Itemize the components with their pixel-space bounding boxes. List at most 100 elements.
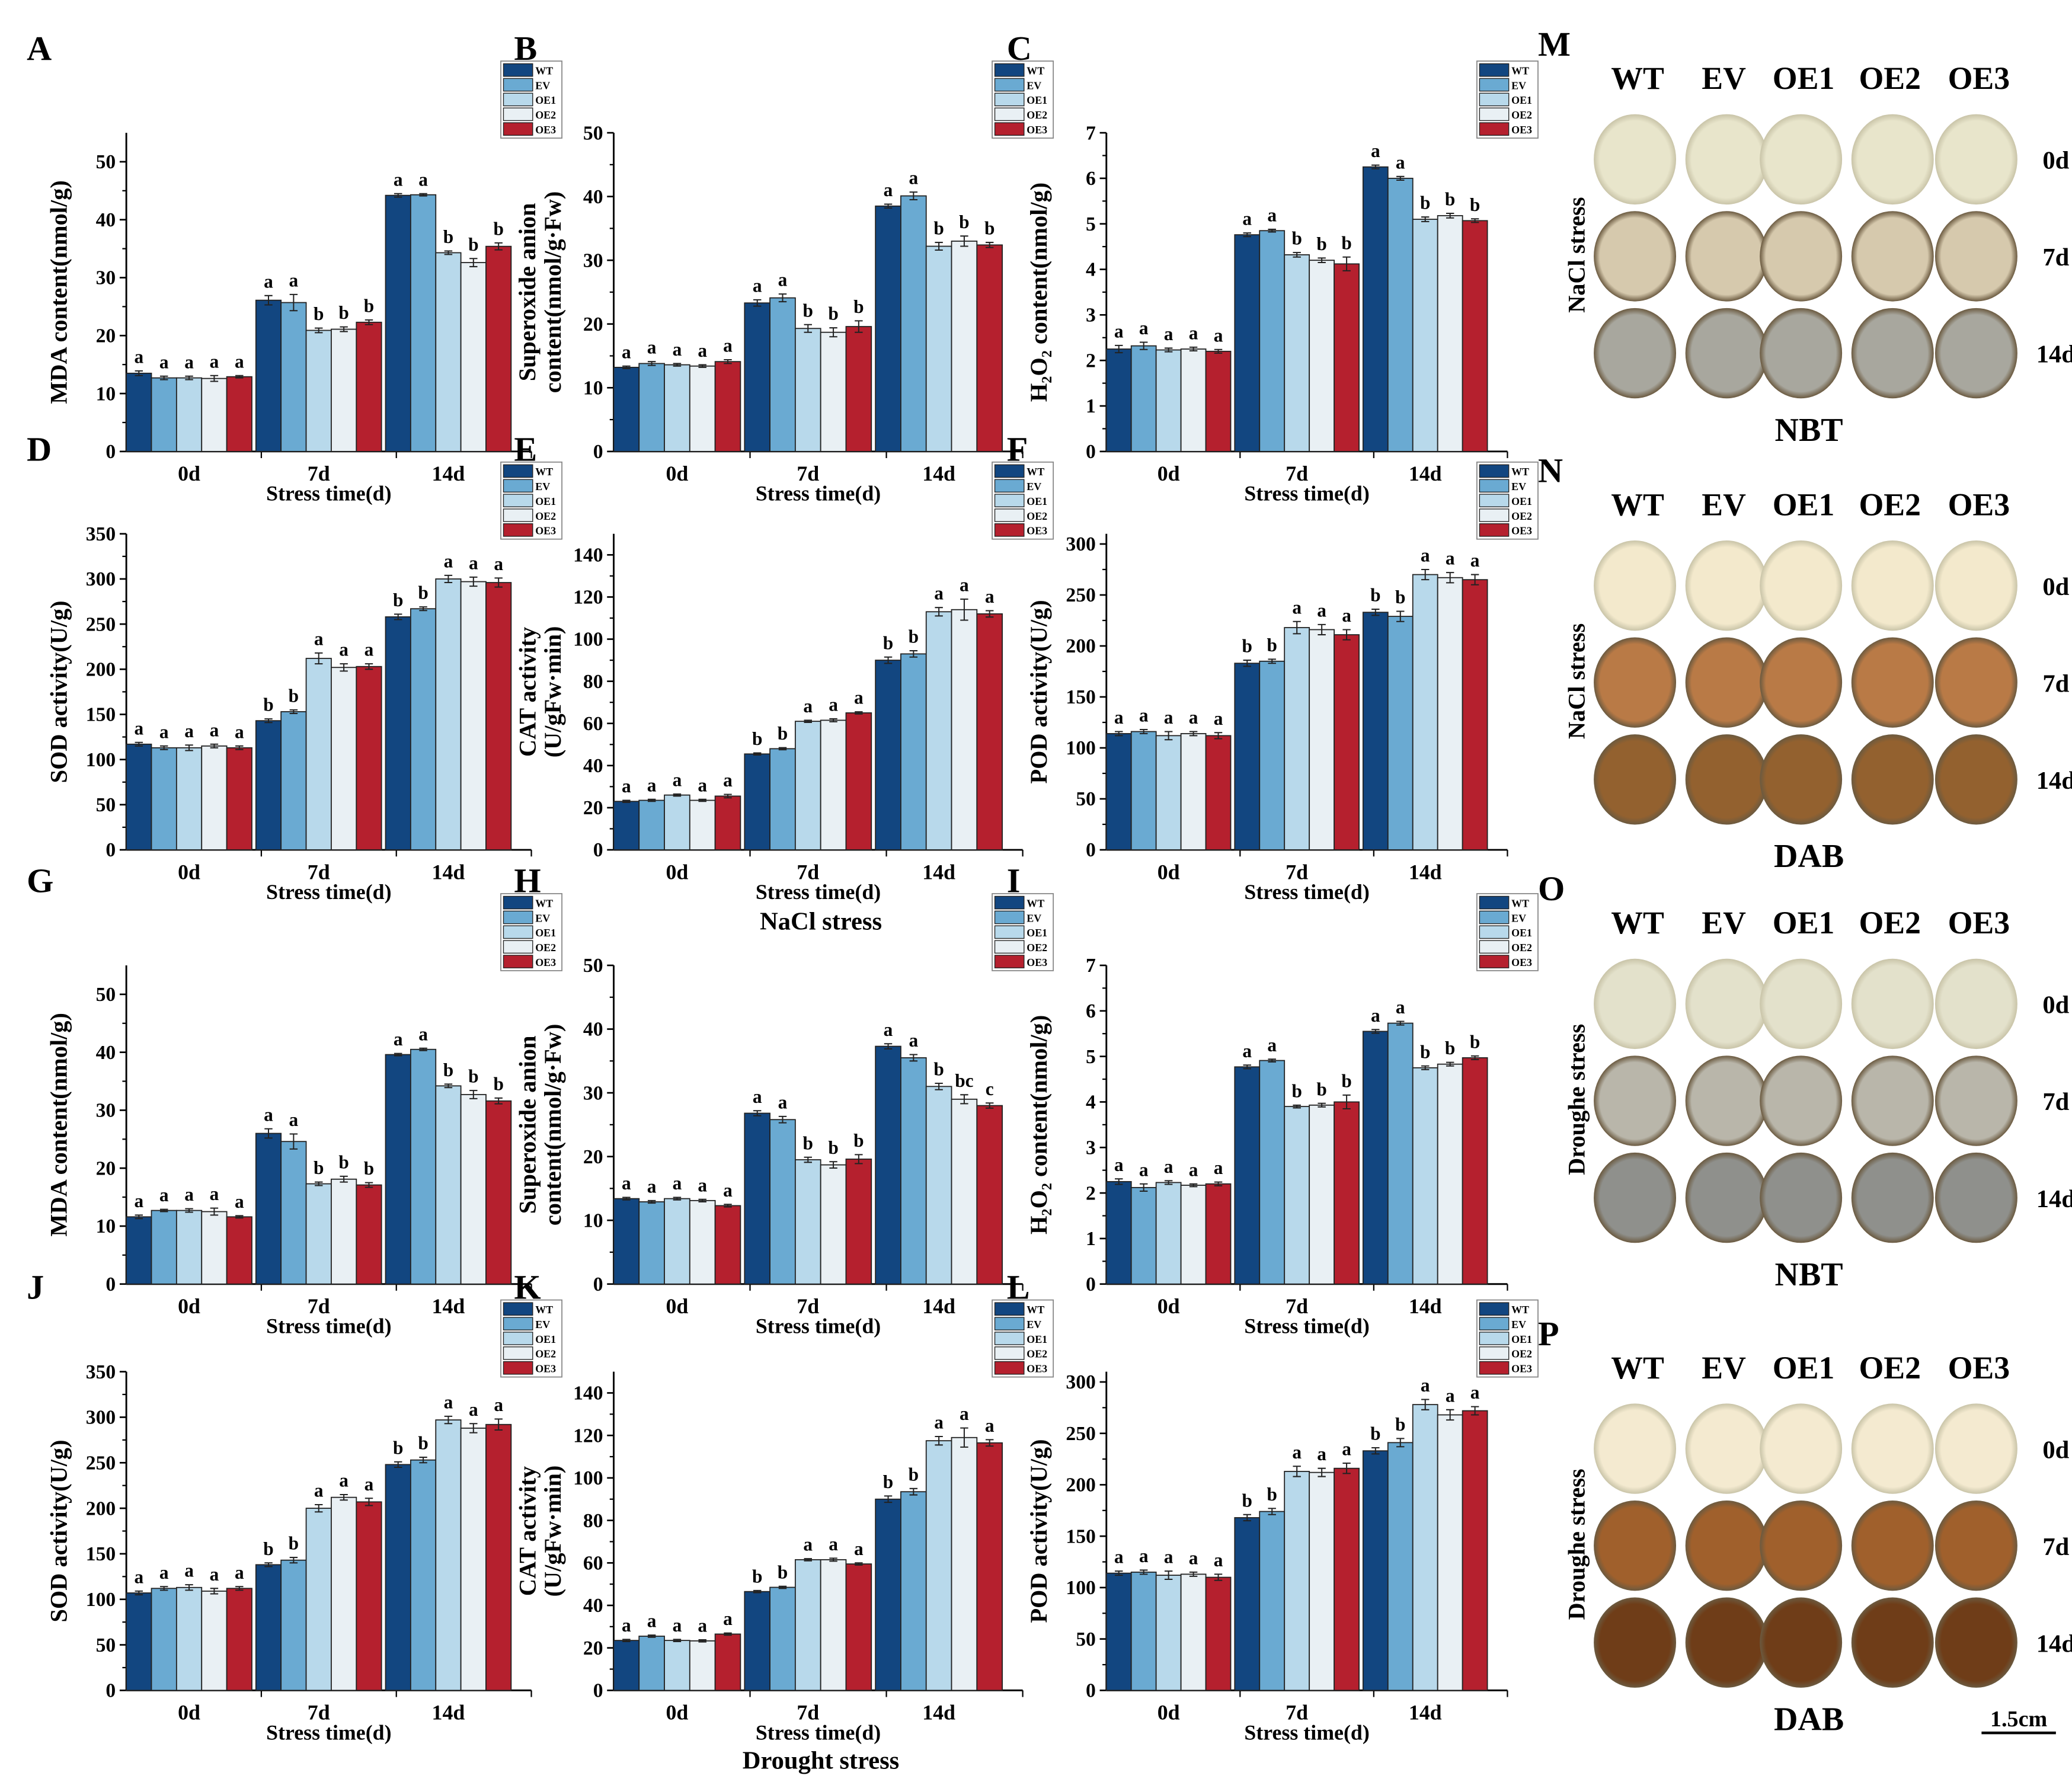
- x-axis-label: Stress time(d): [1244, 1314, 1369, 1338]
- significance-letter: a: [339, 639, 348, 660]
- error-bar: [724, 794, 732, 799]
- significance-letter: b: [959, 212, 969, 232]
- y-tick-label: 200: [86, 1498, 116, 1519]
- significance-letter: a: [934, 1412, 944, 1433]
- y-tick-label: 10: [583, 1210, 603, 1231]
- significance-letter: a: [364, 639, 374, 660]
- legend-label: OE1: [1511, 1333, 1532, 1345]
- y-tick-label: 200: [1066, 1474, 1095, 1496]
- bar-oe1-14d: [925, 1086, 952, 1285]
- leaf-disc-ev-0d: [1685, 1403, 1768, 1494]
- legend-label: OE2: [1511, 942, 1532, 954]
- significance-letter: a: [698, 1175, 707, 1195]
- legend-label: WT: [1027, 65, 1044, 76]
- error-bar: [1214, 1573, 1223, 1581]
- legend-label: WT: [1511, 897, 1529, 909]
- significance-letter: b: [778, 1562, 788, 1582]
- legend-label: EV: [1027, 1319, 1041, 1330]
- bar-ev-7d: [280, 1141, 307, 1285]
- legend-swatch-wt: [1479, 1302, 1510, 1316]
- bar-wt-0d: [126, 372, 152, 452]
- leaf-disc-oe3-7d: [1934, 211, 2017, 302]
- bar-oe2-14d: [460, 1427, 487, 1691]
- significance-letter: a: [1242, 1041, 1252, 1061]
- x-tick-label: 7d: [1286, 860, 1308, 884]
- significance-letter: b: [418, 1433, 428, 1454]
- bar-oe2-7d: [820, 1559, 847, 1691]
- bar-oe3-14d: [1462, 220, 1488, 452]
- error-bar: [210, 375, 219, 382]
- row-label: 14d: [2036, 341, 2072, 369]
- leaf-disc-ev-0d: [1685, 114, 1768, 205]
- y-tick-label: 100: [1066, 1577, 1095, 1599]
- significance-letter: b: [803, 1132, 813, 1153]
- bar-oe2-0d: [1180, 348, 1207, 452]
- error-bar: [1396, 175, 1405, 181]
- error-bar: [673, 1639, 682, 1642]
- x-tick-label: 7d: [308, 462, 330, 485]
- y-tick-label: 20: [96, 325, 116, 347]
- bar-oe1-14d: [925, 1440, 952, 1691]
- error-bar: [1396, 1020, 1405, 1026]
- stain-panel-m: M WT EV OE1 OE2 OE3 0d 7d 14d NaCl stress NBT: [1538, 25, 2072, 449]
- chart-panel-h: H 0 10 20 30 40 50 Superoxide anioncontent(nmol…: [514, 862, 1054, 1338]
- error-bar: [135, 741, 143, 747]
- bar-oe2-0d: [689, 1199, 716, 1285]
- significance-letter: a: [1371, 140, 1380, 161]
- error-bar: [1318, 1102, 1326, 1108]
- significance-letter: a: [985, 586, 995, 607]
- column-header-oe1: OE1: [1773, 905, 1835, 940]
- leaf-disc-ev-7d: [1685, 637, 1768, 728]
- bar-oe1-7d: [305, 1183, 332, 1285]
- y-axis-label: SOD activity(U/g): [45, 600, 72, 783]
- y-tick-label: 2: [1086, 1182, 1096, 1204]
- bar-ev-0d: [151, 1588, 177, 1691]
- leaf-disc-wt-0d: [1594, 540, 1677, 631]
- legend-swatch-oe3: [503, 122, 533, 136]
- y-tick-label: 100: [86, 1589, 116, 1611]
- leaf-disc-oe3-0d: [1934, 540, 2017, 631]
- panel-letter: B: [514, 29, 537, 68]
- legend-label: OE3: [1511, 525, 1532, 537]
- y-axis-label: POD activity(U/g): [1025, 1439, 1052, 1623]
- bar-wt-7d: [1234, 663, 1261, 850]
- legend-swatch-oe3: [994, 122, 1025, 136]
- y-tick-label: 200: [86, 659, 116, 681]
- legend-swatch-wt: [503, 63, 533, 77]
- bar-wt-0d: [126, 743, 152, 850]
- side-label: NaCl stress: [1563, 623, 1590, 739]
- legend-swatch-oe2: [1479, 1346, 1510, 1360]
- bar-ev-14d: [410, 608, 437, 850]
- bar-wt-7d: [744, 1591, 770, 1691]
- bar-wt-7d: [255, 720, 282, 850]
- error-bar: [159, 375, 168, 380]
- chart-panel-j: J 0 50 100 150 200 250 300 350 SOD activity(U/g) 0…: [27, 1268, 562, 1744]
- error-bar: [753, 752, 762, 756]
- y-tick-label: 30: [583, 249, 603, 271]
- significance-letter: b: [803, 300, 813, 321]
- significance-letter: a: [159, 1185, 169, 1205]
- bar-wt-14d: [1362, 1450, 1389, 1691]
- error-bar: [829, 1557, 837, 1562]
- bar-oe1-7d: [1284, 254, 1310, 452]
- significance-letter: a: [698, 340, 707, 361]
- leaf-disc-wt-14d: [1594, 308, 1677, 399]
- error-bar: [884, 1495, 893, 1503]
- error-bar: [185, 1584, 193, 1591]
- legend-swatch-oe1: [503, 925, 533, 939]
- leaf-disc-ev-0d: [1685, 540, 1768, 631]
- row-label: 14d: [2036, 767, 2072, 795]
- bar-wt-7d: [1234, 1066, 1261, 1285]
- significance-letter: b: [909, 626, 919, 647]
- significance-letter: a: [1114, 1154, 1124, 1175]
- legend-label: WT: [535, 65, 553, 76]
- error-bar: [647, 798, 656, 802]
- legend-swatch-ev: [503, 479, 533, 493]
- bar-oe1-14d: [435, 252, 462, 452]
- bar-oe3-7d: [845, 326, 872, 452]
- error-bar: [444, 1415, 453, 1425]
- error-bar: [1214, 732, 1223, 740]
- error-bar: [235, 375, 244, 379]
- error-bar: [909, 1054, 918, 1062]
- leaf-disc-oe1-14d: [1760, 308, 1843, 399]
